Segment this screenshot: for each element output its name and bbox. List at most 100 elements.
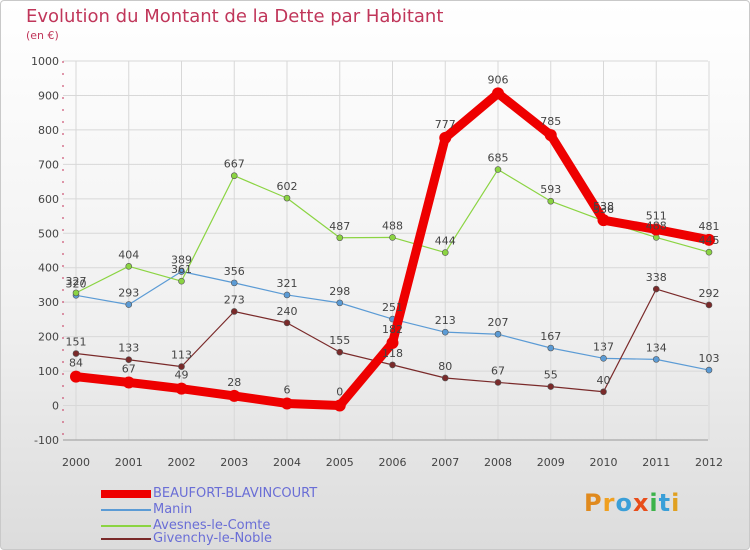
x-tick-label: 2011 [642, 456, 670, 469]
data-label: 338 [646, 271, 667, 284]
data-label: 28 [227, 376, 241, 389]
brand-letter: o [615, 489, 633, 517]
data-label: 298 [329, 285, 350, 298]
data-point [386, 336, 399, 349]
legend-item: Givenchy-le-Noble [101, 532, 272, 546]
series-givenchy-le-noble [72, 285, 713, 396]
data-point [122, 376, 135, 389]
brand-letter: t [658, 489, 672, 517]
data-label: 356 [224, 265, 245, 278]
legend-item: Manin [101, 503, 192, 517]
data-label: 293 [118, 287, 139, 300]
data-point [336, 299, 344, 307]
data-label: 40 [597, 374, 611, 387]
data-point [652, 356, 660, 363]
data-point [441, 374, 449, 382]
data-point [492, 87, 504, 100]
data-label: 67 [122, 362, 136, 375]
brand-letter: P [584, 489, 603, 517]
data-label: 536 [593, 203, 614, 216]
y-tick-label: 300 [38, 296, 59, 309]
y-tick-label: 100 [38, 365, 59, 378]
data-label: 538 [593, 200, 614, 213]
data-point [547, 344, 555, 352]
y-tick-label: 900 [38, 89, 59, 102]
data-point [70, 370, 82, 383]
legend-swatch [101, 525, 151, 527]
data-point [281, 397, 293, 410]
data-point [72, 289, 80, 297]
brand-letter: i [671, 489, 681, 517]
legend-label: BEAUFORT-BLAVINCOURT [153, 486, 318, 501]
data-label: 49 [175, 369, 189, 382]
data-point [283, 194, 291, 202]
data-label: 361 [171, 263, 192, 276]
chart-title: Evolution du Montant de la Dette par Hab… [26, 6, 444, 27]
data-labels: 320 293 389 356 321 298 251 213 207 167 137 134 103 3… [66, 73, 720, 398]
data-label: 593 [540, 183, 561, 196]
data-label: 321 [277, 277, 298, 290]
x-tick-label: 2007 [431, 456, 459, 469]
data-point [336, 348, 344, 356]
data-label: 602 [277, 180, 298, 193]
legend-label: Givenchy-le-Noble [153, 531, 272, 546]
data-label: 213 [435, 314, 456, 327]
data-point [652, 285, 660, 293]
data-label: 240 [277, 305, 298, 318]
legend-swatch [101, 538, 151, 540]
data-point [336, 234, 344, 242]
data-label: 84 [69, 357, 83, 370]
y-tick-label: 1000 [31, 55, 59, 68]
data-point [283, 319, 291, 327]
data-label: 103 [699, 352, 720, 365]
legend-item: BEAUFORT-BLAVINCOURT [101, 487, 317, 501]
data-label: 151 [66, 336, 87, 349]
x-tick-label: 2005 [326, 456, 354, 469]
data-label: 55 [544, 369, 558, 382]
x-tick-label: 2004 [273, 456, 301, 469]
brand-logo: Proxiti [584, 489, 680, 517]
brand-letter: r [602, 489, 616, 517]
data-label: 320 [66, 277, 87, 290]
data-point [705, 248, 713, 256]
y-tick-label: 400 [38, 262, 59, 275]
data-label: 0 [336, 386, 343, 399]
data-label: 67 [491, 364, 505, 377]
data-point [228, 389, 241, 402]
data-point [441, 328, 449, 336]
data-point [439, 131, 452, 144]
data-point [178, 363, 185, 370]
data-point [389, 361, 396, 369]
data-point [441, 249, 449, 256]
data-point [600, 388, 607, 396]
series-beaufort-blavincourt [70, 87, 715, 412]
data-label: 292 [699, 287, 720, 300]
data-point [597, 214, 610, 227]
x-tick-label: 2010 [590, 456, 618, 469]
data-point [650, 223, 663, 236]
x-tick-label: 2001 [115, 456, 143, 469]
y-tick-label: 200 [38, 331, 59, 344]
legend-swatch [101, 509, 151, 511]
data-point [544, 129, 557, 142]
data-label: 445 [699, 234, 720, 247]
y-tick-label: -100 [34, 434, 59, 447]
data-label: 6 [284, 383, 291, 396]
legend-swatch [101, 490, 151, 498]
data-label: 404 [118, 248, 139, 261]
data-point [547, 197, 555, 205]
chart-subtitle: (en €) [26, 29, 59, 42]
data-point [389, 234, 396, 241]
legend-label: Manin [153, 502, 193, 517]
data-point [178, 268, 185, 275]
data-point [72, 350, 80, 357]
data-point [125, 263, 133, 270]
data-label: 488 [646, 219, 667, 232]
data-label: 113 [171, 349, 192, 362]
data-label: 134 [646, 341, 667, 354]
data-point [125, 301, 133, 308]
data-point [230, 279, 238, 287]
series-lines [70, 87, 715, 412]
